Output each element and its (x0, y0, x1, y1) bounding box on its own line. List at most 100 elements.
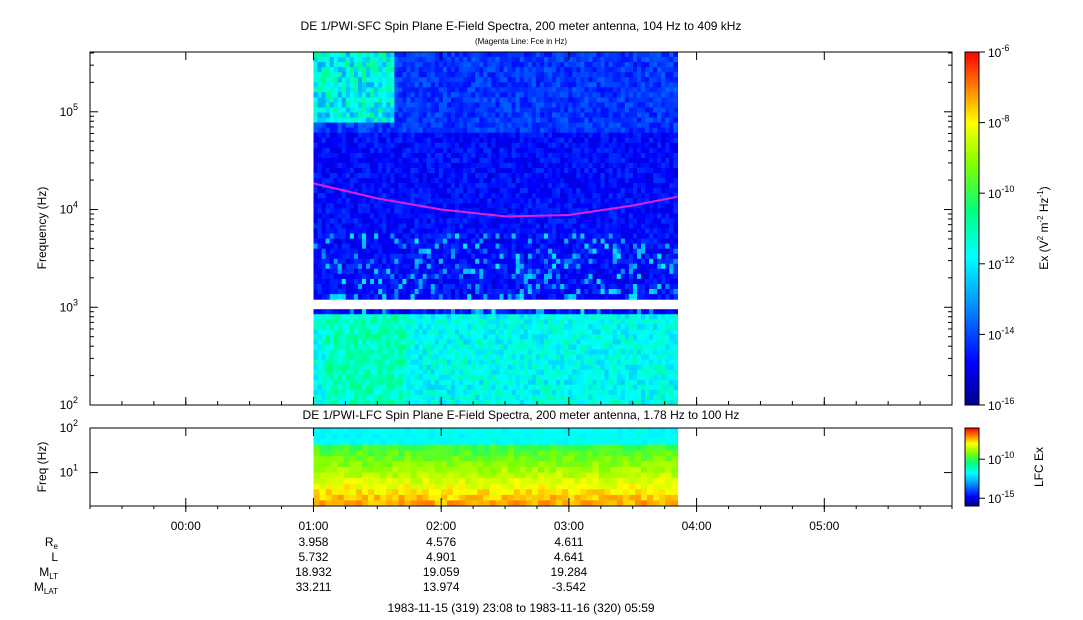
spectrogram-cell (406, 52, 412, 58)
spectrogram-cell (446, 52, 452, 58)
spectrogram-cell (358, 344, 363, 351)
spectrogram-cell (333, 92, 339, 98)
spectrogram-cell (523, 389, 529, 396)
spectrogram-cell (479, 97, 484, 103)
spectrogram-cell (511, 369, 517, 376)
spectrogram-cell (434, 97, 440, 103)
spectrogram-cell (422, 178, 428, 184)
spectrogram-cell (544, 157, 549, 164)
spectrogram-cell (539, 400, 545, 405)
spectrogram-cell (422, 82, 428, 88)
spectrogram-cell (418, 117, 424, 124)
spectrogram-cell (414, 228, 420, 235)
spectrogram-cell (434, 223, 440, 230)
spectrogram-cell (572, 168, 577, 174)
spectrogram-cell (475, 147, 480, 154)
spectrogram-cell (390, 152, 395, 159)
spectrogram-cell (345, 273, 351, 280)
spectrogram-cell (467, 198, 472, 204)
spectrogram-cell (370, 107, 375, 114)
spectrogram-cell (556, 228, 561, 235)
spectrogram-cell (519, 268, 525, 275)
spectrogram-cell (519, 248, 525, 255)
spectrogram-cell (523, 384, 529, 391)
spectrogram-cell (422, 369, 428, 376)
spectrogram-cell (333, 162, 339, 169)
spectrogram-cell (325, 178, 331, 184)
spectrogram-cell (442, 364, 448, 371)
spectrogram-cell (398, 57, 403, 63)
spectrogram-cell (349, 97, 355, 103)
spectrogram-cell (604, 127, 610, 134)
spectrogram-cell (345, 253, 351, 260)
spectrogram-cell (386, 394, 391, 401)
spectrogram-cell (362, 183, 367, 189)
spectrogram-cell (313, 319, 319, 325)
spectrogram-cell (487, 364, 492, 371)
spectrogram-cell (374, 127, 379, 134)
spectrogram-cell (321, 339, 327, 345)
spectrogram-cell (430, 117, 436, 124)
spectrogram-cell (544, 228, 549, 235)
spectrogram-cell (446, 248, 452, 255)
spectrogram-cell (446, 384, 452, 391)
spectrogram-cell (576, 354, 581, 361)
spectrogram-cell (467, 294, 472, 300)
spectrogram-cell (503, 62, 509, 68)
spectrogram-cell (455, 268, 460, 275)
spectrogram-cell (560, 400, 565, 405)
spectrogram-cell (426, 203, 432, 209)
spectrogram-cell (584, 112, 589, 119)
spectrogram-cell (353, 400, 359, 405)
spectrogram-cell (515, 319, 521, 325)
spectrogram-cell (475, 369, 480, 376)
spectrogram-cell (564, 278, 569, 285)
spectrogram-cell (479, 394, 484, 401)
spectrogram-cell (358, 102, 363, 108)
spectrogram-cell (564, 389, 569, 396)
spectrogram-cell (483, 369, 488, 376)
spectrogram-cell (446, 359, 452, 366)
spectrogram-cell (386, 284, 391, 290)
spectrogram-cell (503, 334, 509, 340)
spectrogram-cell (345, 379, 351, 386)
spectrogram-cell (459, 72, 464, 78)
spectrogram-cell (353, 92, 359, 98)
spectrogram-cell (564, 238, 569, 245)
spectrogram-cell (341, 253, 347, 260)
spectrogram-cell (402, 273, 407, 280)
spectrogram-cell (386, 314, 391, 320)
spectrogram-cell (313, 309, 319, 315)
spectrogram-cell (588, 233, 594, 240)
spectrogram-cell (442, 77, 448, 83)
spectrogram-cell (572, 334, 577, 340)
spectrogram-cell (333, 339, 339, 345)
spectrogram-cell (523, 263, 529, 270)
spectrogram-cell (451, 344, 456, 351)
spectrogram-cell (459, 369, 464, 376)
spectrogram-cell (382, 273, 387, 280)
spectrogram-cell (560, 233, 565, 240)
spectrogram-cell (366, 309, 371, 315)
spectrogram-cell (600, 319, 606, 325)
spectrogram-cell (548, 82, 553, 88)
spectrogram-cell (523, 208, 529, 214)
spectrogram-cell (487, 329, 492, 335)
spectrogram-cell (430, 102, 436, 108)
spectrogram-cell (471, 228, 476, 235)
spectrogram-cell (552, 122, 557, 129)
spectrogram-cell (406, 162, 412, 169)
spectrogram-cell (527, 107, 533, 114)
spectrogram-cell (580, 359, 585, 366)
spectrogram-cell (406, 394, 412, 401)
spectrogram-cell (471, 369, 476, 376)
spectrogram-cell (576, 369, 581, 376)
spectrogram-cell (414, 198, 420, 204)
spectrogram-cell (446, 374, 452, 381)
spectrogram-cell (527, 394, 533, 401)
spectrogram-cell (556, 243, 561, 250)
spectrogram-cell (527, 354, 533, 361)
spectrogram-cell (539, 97, 545, 103)
spectrogram-cell (374, 394, 379, 401)
spectrogram-cell (463, 157, 468, 164)
